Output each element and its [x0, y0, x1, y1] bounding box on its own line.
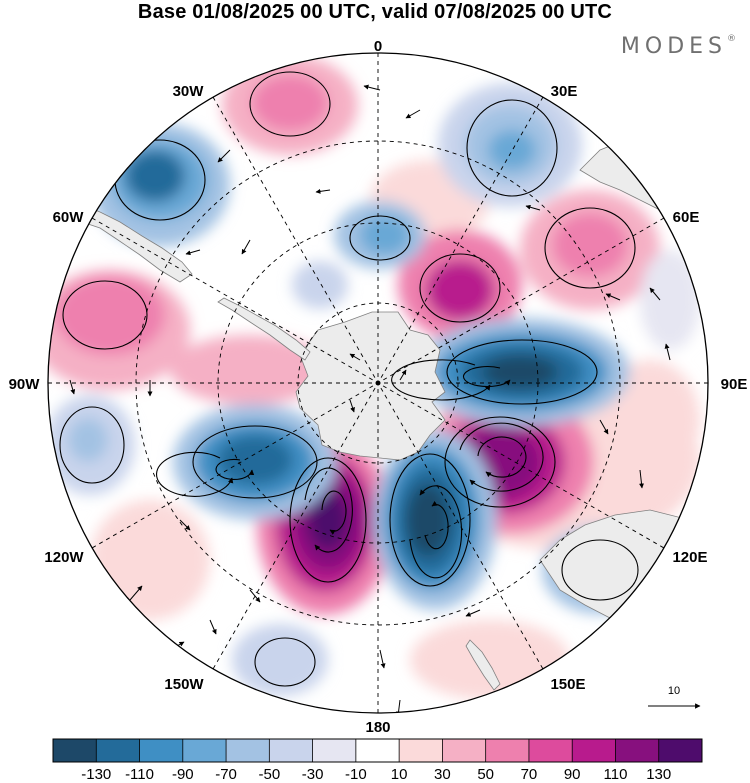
lon-label-30w: 30W [173, 83, 205, 100]
colorbar-cell [615, 739, 659, 762]
lon-label-30e: 30E [551, 83, 578, 100]
colorbar-frame [52, 738, 703, 763]
colorbar-label: -70 [215, 766, 237, 783]
colorbar-label: -90 [172, 766, 194, 783]
colorbar-label: 110 [604, 766, 628, 783]
colorbar-label: -10 [345, 766, 367, 783]
lon-label-60e: 60E [673, 209, 700, 226]
lon-label-0: 0 [374, 38, 382, 55]
modes-logo: MODES® [621, 34, 736, 59]
colorbar-cell [442, 739, 486, 762]
lon-label-90w: 90W [9, 376, 41, 393]
colorbar-cell [53, 739, 97, 762]
colorbar-label: 50 [477, 766, 494, 783]
colorbar-cell [572, 739, 616, 762]
colorbar-label: -110 [125, 766, 154, 783]
colorbar-label: 130 [646, 766, 671, 783]
colorbar-cell [312, 739, 356, 762]
wind-streamlines [59, 71, 639, 687]
colorbar-cell [269, 739, 313, 762]
lon-label-60w: 60W [53, 209, 85, 226]
colorbar-cell [139, 739, 183, 762]
lon-label-90e: 90E [721, 376, 748, 393]
new-zealand-landmass [465, 639, 501, 691]
antarctic-peninsula [217, 297, 311, 361]
colorbar-cell [355, 739, 400, 762]
registered-mark: ® [727, 34, 736, 44]
reference-vector-label: 10 [668, 685, 680, 697]
colorbar-cell [96, 739, 140, 762]
map-boundary [47, 52, 709, 714]
colorbar-label: -50 [258, 766, 280, 783]
colorbar-cell [226, 739, 270, 762]
south-pole-marker [375, 380, 381, 386]
colorbar-label: 10 [391, 766, 408, 783]
colorbar-label: 90 [564, 766, 581, 783]
lon-label-150e: 150E [550, 676, 585, 693]
colorbar-label: -130 [81, 766, 111, 783]
colorbar-cell [528, 739, 573, 762]
map-title: Base 01/08/2025 00 UTC, valid 07/08/2025… [137, 1, 613, 23]
lon-label-150w: 150W [164, 676, 204, 693]
colorbar-cell [399, 739, 443, 762]
colorbar-cell [485, 739, 529, 762]
colorbar-label: 30 [434, 766, 451, 783]
colorbar-label: -30 [302, 766, 324, 783]
lon-label-120e: 120E [672, 549, 707, 566]
lon-label-120w: 120W [44, 549, 84, 566]
colorbar: -130 -110 -90 -70 -50 -30 -10 10 30 50 70 90 110 130 [52, 738, 703, 783]
anomaly-field [48, 53, 708, 713]
colorbar-cell [182, 739, 227, 762]
colorbar-cell [658, 739, 702, 762]
antarctica-landmass [295, 311, 446, 461]
colorbar-label: 70 [521, 766, 538, 783]
lon-label-180: 180 [365, 719, 390, 736]
brand-name: MODES [620, 34, 727, 59]
